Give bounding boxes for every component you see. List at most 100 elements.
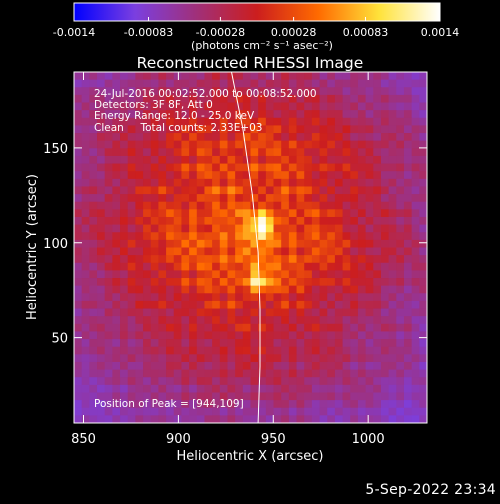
heatmap-cell (319, 117, 328, 126)
heatmap-cell (250, 262, 259, 271)
heatmap-cell (204, 171, 213, 180)
heatmap-cell (357, 232, 366, 241)
heatmap-cell (212, 346, 221, 355)
heatmap-cell (250, 323, 259, 332)
heatmap-cell (334, 255, 343, 264)
heatmap-cell (242, 262, 251, 271)
heatmap-cell (311, 102, 320, 111)
heatmap-cell (265, 278, 274, 287)
heatmap-cell (311, 331, 320, 340)
heatmap-cell (112, 262, 121, 271)
heatmap-cell (120, 377, 129, 386)
heatmap-cell (419, 369, 427, 378)
heatmap-cell (158, 247, 167, 256)
heatmap-cell (204, 339, 213, 348)
heatmap-cell (112, 407, 121, 416)
heatmap-cell (112, 140, 121, 149)
heatmap-cell (365, 209, 374, 218)
heatmap-cell (396, 415, 405, 423)
heatmap-cell (281, 239, 290, 248)
heatmap-cell (396, 232, 405, 241)
heatmap-cell (89, 331, 98, 340)
heatmap-cell (403, 278, 413, 287)
heatmap-cell (143, 270, 152, 279)
heatmap-cell (219, 369, 228, 378)
heatmap-cell (196, 102, 205, 111)
heatmap-cell (150, 255, 159, 264)
heatmap-cell (419, 407, 427, 416)
heatmap-cell (419, 110, 427, 119)
heatmap-cell (319, 224, 328, 233)
heatmap-cell (265, 247, 274, 256)
heatmap-cell (403, 285, 413, 294)
heatmap-cell (281, 278, 290, 287)
heatmap-cell (265, 125, 274, 134)
heatmap-cell (112, 300, 121, 309)
heatmap-cell (74, 94, 83, 103)
heatmap-cell (342, 377, 351, 386)
heatmap-cell (97, 407, 106, 416)
heatmap-cell (273, 415, 282, 423)
heatmap-cell (74, 407, 83, 416)
heatmap-cell (127, 140, 136, 149)
heatmap-cell (258, 384, 267, 393)
heatmap-cell (227, 117, 236, 126)
heatmap-cell (204, 255, 213, 264)
heatmap-cell (311, 117, 320, 126)
heatmap-cell (373, 125, 382, 134)
heatmap-cell (135, 133, 144, 142)
heatmap-cell (403, 163, 413, 172)
heatmap-cell (319, 155, 328, 164)
heatmap-cell (227, 278, 236, 287)
heatmap-cell (342, 346, 351, 355)
heatmap-cell (396, 369, 405, 378)
heatmap-cell (143, 354, 152, 363)
heatmap-cell (127, 178, 136, 187)
heatmap-cell (265, 331, 274, 340)
heatmap-cell (334, 407, 343, 416)
heatmap-cell (120, 247, 129, 256)
heatmap-cell (304, 239, 313, 248)
heatmap-cell (327, 262, 336, 271)
heatmap-cell (104, 247, 113, 256)
heatmap-cell (97, 133, 106, 142)
heatmap-cell (127, 79, 136, 88)
heatmap-cell (150, 415, 159, 423)
heatmap-cell (327, 155, 336, 164)
heatmap-cell (388, 407, 397, 416)
heatmap-cell (150, 377, 159, 386)
heatmap-cell (281, 216, 290, 226)
heatmap-cell (135, 407, 144, 416)
heatmap-cell (97, 232, 106, 241)
heatmap-cell (235, 239, 244, 248)
heatmap-cell (127, 293, 136, 302)
heatmap-cell (112, 339, 121, 348)
heatmap-cell (304, 354, 313, 363)
heatmap-cell (296, 102, 305, 111)
heatmap-cell (357, 194, 366, 203)
heatmap-cell (281, 400, 290, 409)
heatmap-cell (304, 209, 313, 218)
heatmap-cell (97, 316, 106, 325)
heatmap-cell (219, 354, 228, 363)
heatmap-cell (227, 293, 236, 302)
heatmap-cell (288, 194, 297, 203)
heatmap-cell (242, 209, 251, 218)
heatmap-cell (173, 300, 182, 309)
heatmap-cell (74, 79, 83, 88)
heatmap-cell (135, 186, 144, 195)
heatmap-cell (120, 331, 129, 340)
heatmap-cell (242, 117, 251, 126)
heatmap-cell (258, 155, 267, 164)
heatmap-cell (74, 194, 83, 203)
heatmap-cell (204, 262, 213, 271)
heatmap-cell (334, 293, 343, 302)
heatmap-cell (396, 148, 405, 157)
heatmap-cell (334, 117, 343, 126)
heatmap-cell (342, 255, 351, 264)
heatmap-cell (265, 72, 274, 81)
heatmap-cell (265, 155, 274, 164)
heatmap-cell (135, 216, 144, 226)
heatmap-cell (89, 216, 98, 226)
heatmap-cell (158, 316, 167, 325)
